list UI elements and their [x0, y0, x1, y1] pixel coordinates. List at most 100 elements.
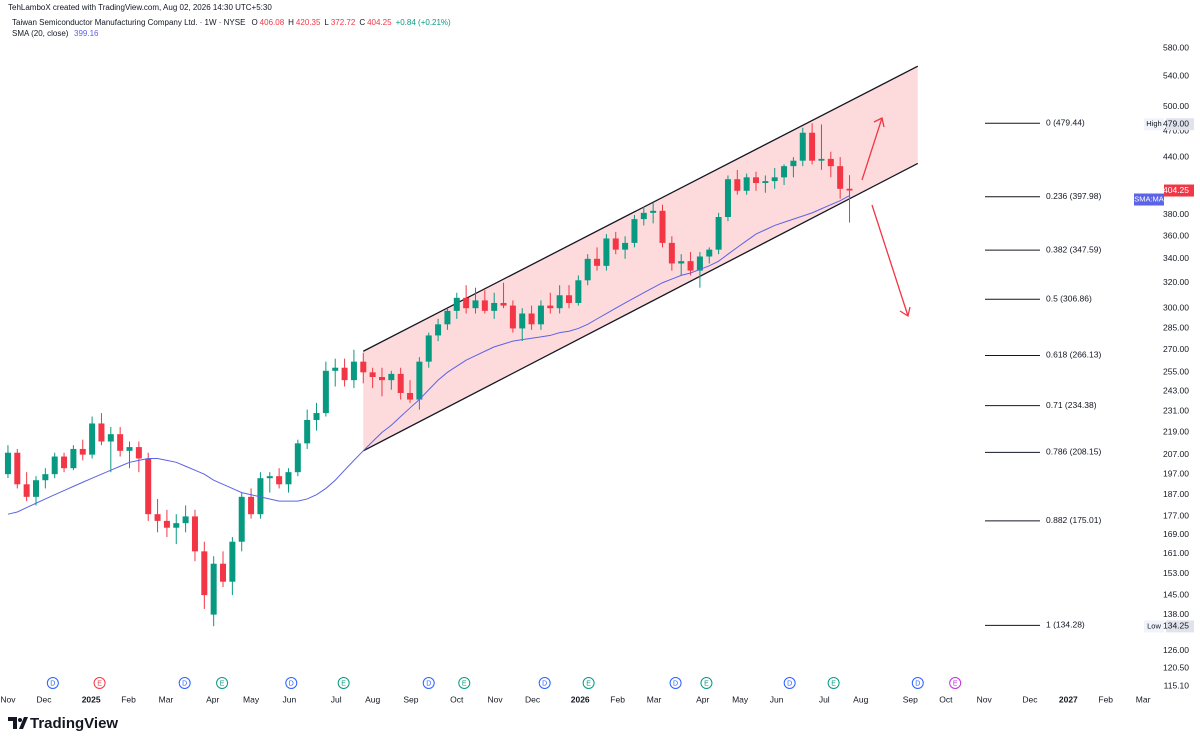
candle-body: [341, 367, 348, 381]
candle-body: [145, 458, 152, 515]
x-tick-label: Apr: [206, 694, 219, 704]
event-marker: [949, 677, 962, 689]
last-price-bg: [1164, 184, 1194, 197]
y-tick-label: 120.50: [1163, 662, 1189, 672]
x-tick-label: Aug: [853, 694, 868, 704]
event-marker: [46, 677, 59, 689]
candle-body: [509, 305, 516, 329]
ohlc-key: C: [359, 18, 365, 27]
candle-body: [332, 367, 339, 371]
badge-value: 479.00: [1163, 118, 1189, 128]
x-tick-label: Jun: [283, 694, 297, 704]
ohlc-key: L: [324, 18, 329, 27]
symbol: Taiwan Semiconductor Manufacturing Compa…: [12, 18, 245, 27]
candle-body: [425, 335, 432, 362]
fib-label: 0 (479.44): [1046, 117, 1085, 127]
last-price: 404.25: [1163, 185, 1189, 195]
x-tick-label: Feb: [121, 694, 136, 704]
candle-body: [369, 372, 376, 378]
candle-body: [687, 261, 694, 271]
event-marker: [582, 677, 595, 689]
event-marker: [422, 677, 435, 689]
x-tick-label: Mar: [1136, 694, 1151, 704]
credit: TehLamboX created with TradingView.com, …: [8, 3, 272, 12]
x-tick-label: Apr: [696, 694, 709, 704]
candle-body: [435, 324, 442, 336]
candle-body: [565, 295, 572, 303]
y-tick-label: 270.00: [1163, 344, 1189, 354]
candle-body: [42, 474, 49, 481]
candle-body: [762, 181, 769, 184]
candle-body: [89, 423, 96, 455]
candle-body: [846, 188, 853, 191]
x-tick-label: Mar: [159, 694, 174, 704]
candle-body: [696, 256, 703, 271]
y-tick-label: 255.00: [1163, 367, 1189, 377]
candle-body: [294, 443, 301, 473]
candle-body: [14, 452, 21, 485]
candle-body: [650, 210, 657, 213]
candle-body: [668, 242, 675, 264]
candle-body: [163, 520, 170, 528]
ohlc-value: 404.25: [367, 18, 392, 27]
y-tick-label: 340.00: [1163, 253, 1189, 263]
x-tick-label: Mar: [647, 694, 662, 704]
x-tick-label: Jun: [770, 694, 784, 704]
candle-body: [491, 302, 498, 311]
x-tick-label: Jul: [331, 694, 342, 704]
badge-tag: Low: [1147, 621, 1161, 630]
candle-body: [378, 377, 385, 381]
y-tick-label: 177.00: [1163, 511, 1189, 521]
candle-body: [622, 242, 629, 250]
event-marker: [178, 677, 191, 689]
candle-body: [519, 313, 526, 329]
channel-line: [362, 162, 919, 452]
x-tick-label: 2025: [82, 694, 101, 704]
candle-body: [678, 261, 685, 264]
x-tick-label: 2027: [1059, 694, 1078, 704]
event-marker: [216, 677, 229, 689]
badge-bg: [1166, 118, 1194, 131]
event-marker: [538, 677, 551, 689]
y-tick-label: 320.00: [1163, 277, 1189, 287]
candle-body: [472, 300, 479, 309]
x-tick-label: Nov: [0, 694, 16, 704]
sma-badge-bg: [1134, 193, 1164, 206]
candle-body: [706, 249, 713, 257]
candle-body: [463, 297, 470, 309]
fib-label: 0.786 (208.15): [1046, 447, 1101, 457]
candle-body: [182, 516, 189, 524]
candle-body: [154, 514, 161, 521]
event-label: E: [953, 680, 958, 687]
event-label: D: [289, 680, 294, 687]
candle-body: [173, 523, 180, 528]
candle-body: [276, 476, 283, 485]
candle-body: [350, 361, 357, 381]
indicator-value: 399.16: [74, 29, 99, 38]
y-tick-label: 115.10: [1164, 680, 1190, 690]
candle-body: [790, 160, 797, 167]
event-label: D: [426, 680, 431, 687]
candle-body: [528, 313, 535, 325]
event-label: D: [673, 680, 678, 687]
x-tick-label: Oct: [939, 694, 953, 704]
candle-body: [594, 258, 601, 266]
candle-body: [51, 456, 58, 475]
x-tick-label: Aug: [365, 694, 380, 704]
fib-label: 0.5 (306.86): [1046, 294, 1092, 304]
candle-body: [79, 448, 86, 455]
candle-body: [537, 305, 544, 325]
candle-body: [191, 516, 198, 552]
y-tick-label: 197.00: [1163, 468, 1189, 478]
y-tick-label: 243.00: [1163, 386, 1189, 396]
candle-body: [715, 217, 722, 250]
y-tick-label: 145.00: [1163, 589, 1189, 599]
x-tick-label: Feb: [1098, 694, 1113, 704]
badge-bg: [1144, 118, 1164, 131]
candle-body: [547, 305, 554, 309]
event-label: E: [97, 680, 102, 687]
candle-body: [809, 132, 816, 161]
badge-bg: [1166, 620, 1194, 633]
ohlc-key: O: [251, 18, 257, 27]
